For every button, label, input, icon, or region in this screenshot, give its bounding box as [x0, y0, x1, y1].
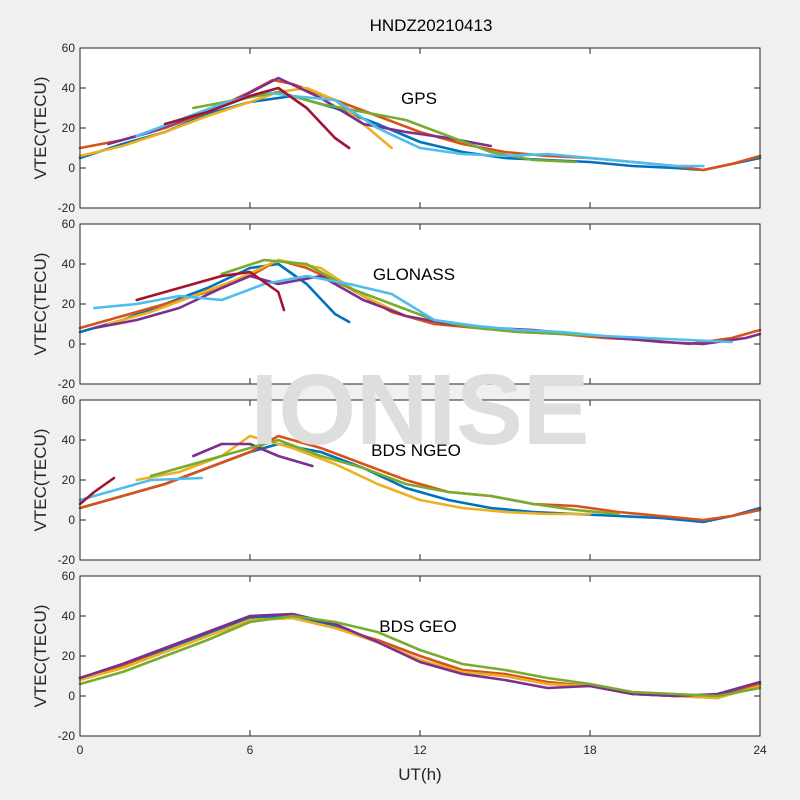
y-tick-label: 20 [62, 473, 76, 487]
y-tick-label: 0 [68, 337, 75, 351]
y-axis-label: VTEC(TECU) [31, 605, 50, 708]
y-tick-label: 40 [62, 609, 76, 623]
y-tick-label: 0 [68, 513, 75, 527]
y-tick-label: 20 [62, 297, 76, 311]
y-tick-label: -20 [58, 553, 76, 567]
series-line-7 [163, 86, 351, 150]
y-tick-label: -20 [58, 201, 76, 215]
x-tick-label: 12 [413, 743, 427, 757]
plot-area [80, 400, 760, 560]
y-tick-label: 40 [62, 433, 76, 447]
subplot-1: -20 0 20 40 60 VTEC(TECU) GPS [31, 41, 762, 215]
watermark: IONISE [251, 354, 590, 466]
y-tick-label: 0 [68, 161, 75, 175]
y-tick-label: 60 [62, 41, 76, 55]
y-tick-label: 20 [62, 649, 76, 663]
subplot-2: -20 0 20 40 60 VTEC(TECU) GLONASS [31, 217, 762, 391]
series-line-4 [78, 612, 762, 698]
figure-title: HNDZ20210413 [370, 16, 493, 35]
y-tick-label: 40 [62, 257, 76, 271]
y-tick-label: -20 [58, 377, 76, 391]
series-line-5 [78, 614, 762, 698]
x-axis-label: UT(h) [398, 765, 441, 784]
series-line-4 [92, 274, 762, 346]
y-tick-label: 60 [62, 393, 76, 407]
constellation-label: GLONASS [373, 265, 455, 284]
plot-area [80, 48, 760, 208]
y-tick-label: 40 [62, 81, 76, 95]
y-axis-label: VTEC(TECU) [31, 253, 50, 356]
y-axis-label: VTEC(TECU) [31, 77, 50, 180]
constellation-label: GPS [401, 89, 437, 108]
series-line-7 [78, 476, 116, 506]
x-tick-label: 18 [583, 743, 597, 757]
y-tick-label: 60 [62, 569, 76, 583]
series-line-2 [78, 434, 762, 522]
series-line-5 [220, 258, 606, 338]
series-line-6 [78, 476, 204, 502]
y-tick-label: 20 [62, 121, 76, 135]
y-tick-label: -20 [58, 729, 76, 743]
x-tick-label: 6 [247, 743, 254, 757]
constellation-label: BDS GEO [379, 617, 456, 636]
y-axis-label: VTEC(TECU) [31, 429, 50, 532]
series-line-5 [149, 438, 620, 516]
series-line-7 [135, 270, 286, 312]
series-line-1 [78, 94, 762, 172]
constellation-label: BDS NGEO [371, 441, 461, 460]
x-tick-label: 0 [77, 743, 84, 757]
x-tick-label: 24 [753, 743, 767, 757]
series-line-3 [78, 86, 393, 158]
y-tick-label: 0 [68, 689, 75, 703]
plot-area [80, 224, 760, 384]
y-tick-label: 60 [62, 217, 76, 231]
series-line-6 [92, 274, 733, 344]
series-line-4 [192, 442, 314, 468]
subplot-3: -20 0 20 40 60 VTEC(TECU) BDS NGEO [31, 393, 762, 567]
